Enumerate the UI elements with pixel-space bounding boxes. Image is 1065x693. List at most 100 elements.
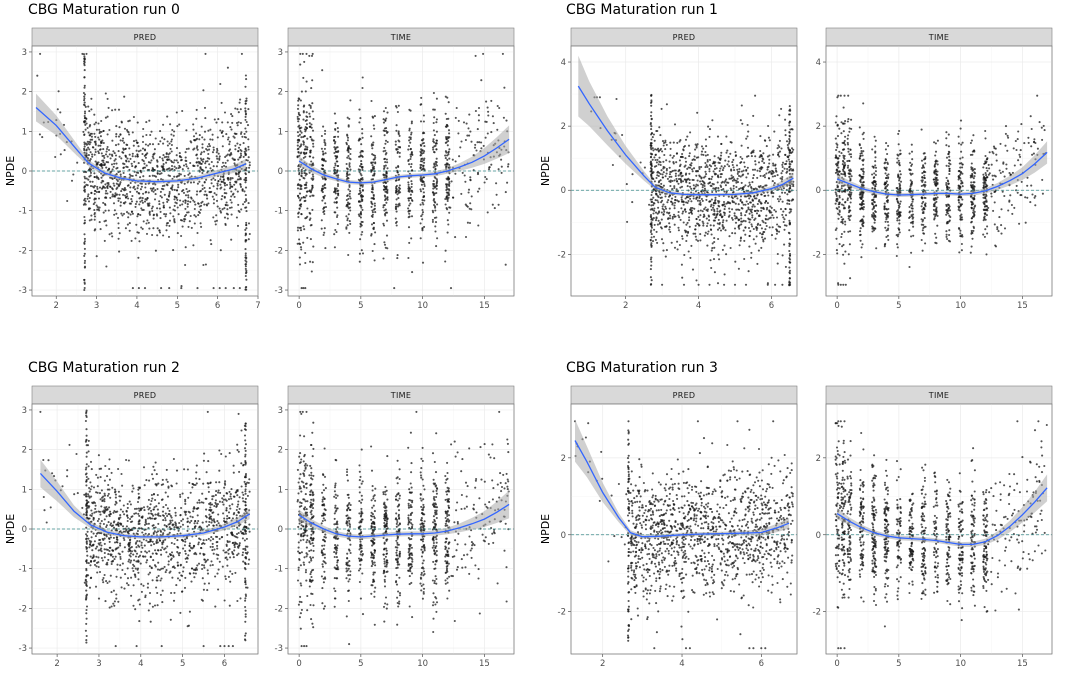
scatter-point	[660, 238, 664, 241]
scatter-point	[111, 195, 114, 198]
scatter-point	[670, 197, 674, 200]
scatter-point	[247, 222, 251, 225]
scatter-point	[847, 118, 850, 121]
scatter-point	[970, 217, 973, 220]
scatter-point	[148, 210, 151, 213]
scatter-point	[116, 193, 119, 196]
scatter-point	[407, 181, 410, 184]
scatter-point	[844, 250, 847, 253]
scatter-point	[485, 178, 488, 181]
scatter-point	[650, 125, 653, 128]
scatter-point	[753, 209, 756, 212]
scatter-point	[83, 69, 86, 72]
scatter-point	[397, 145, 400, 149]
scatter-point	[132, 115, 135, 119]
scatter-point	[421, 180, 424, 184]
scatter-point	[298, 145, 301, 148]
scatter-point	[858, 203, 862, 206]
scatter-point	[302, 225, 305, 228]
scatter-point	[407, 187, 410, 190]
scatter-point	[177, 186, 180, 189]
scatter-point	[195, 193, 198, 196]
scatter-point	[682, 203, 685, 206]
scatter-point	[598, 96, 601, 99]
y-tick-label: 3	[22, 48, 27, 58]
scatter-point	[464, 180, 467, 183]
scatter-point	[107, 209, 110, 212]
scatter-point	[660, 196, 663, 199]
scatter-point	[840, 184, 843, 188]
scatter-point	[650, 279, 653, 282]
scatter-point	[303, 228, 306, 231]
scatter-point	[137, 192, 140, 195]
scatter-point	[336, 206, 339, 209]
scatter-point	[321, 187, 324, 190]
scatter-point	[752, 227, 755, 231]
scatter-point	[760, 206, 763, 209]
scatter-point	[773, 130, 776, 133]
scatter-point	[89, 138, 92, 141]
scatter-point	[734, 232, 737, 235]
scatter-point	[383, 204, 386, 207]
scatter-point	[874, 215, 877, 218]
scatter-point	[312, 142, 315, 145]
scatter-point	[713, 237, 716, 240]
scatter-point	[449, 206, 452, 209]
scatter-point	[861, 243, 864, 246]
scatter-point	[230, 153, 233, 156]
scatter-point	[767, 194, 770, 197]
scatter-point	[223, 164, 226, 167]
scatter-point	[445, 123, 448, 126]
scatter-point	[306, 207, 309, 210]
scatter-point	[88, 110, 91, 113]
scatter-point	[296, 131, 299, 134]
scatter-point	[170, 164, 174, 168]
scatter-point	[700, 176, 703, 179]
scatter-point	[239, 143, 242, 146]
scatter-point	[409, 197, 412, 200]
scatter-point	[446, 199, 449, 203]
scatter-point	[762, 221, 765, 224]
scatter-point	[652, 204, 655, 207]
scatter-point	[668, 226, 671, 229]
scatter-point	[704, 189, 707, 192]
scatter-point	[850, 155, 853, 158]
scatter-point	[777, 153, 780, 156]
scatter-point	[154, 193, 157, 196]
scatter-point	[759, 174, 762, 177]
scatter-point	[476, 128, 479, 131]
x-tick-label: 5	[358, 301, 363, 311]
scatter-point	[113, 159, 116, 162]
scatter-point	[305, 111, 308, 114]
scatter-point	[148, 119, 151, 122]
scatter-point	[299, 99, 302, 102]
scatter-point	[167, 235, 171, 238]
scatter-point	[744, 184, 747, 187]
scatter-point	[124, 227, 127, 230]
scatter-point	[90, 97, 93, 100]
scatter-point	[216, 136, 219, 139]
scatter-point	[721, 204, 724, 207]
scatter-point	[664, 139, 667, 142]
scatter-point	[753, 168, 757, 171]
scatter-point	[358, 200, 361, 203]
scatter-point	[383, 134, 386, 137]
scatter-point	[732, 184, 735, 187]
scatter-point	[688, 152, 691, 155]
scatter-point	[710, 266, 713, 270]
scatter-point	[102, 201, 105, 204]
scatter-point	[708, 135, 711, 138]
scatter-point	[723, 283, 726, 286]
scatter-point	[788, 105, 791, 108]
scatter-point	[785, 224, 788, 227]
scatter-point	[710, 249, 713, 252]
scatter-point	[444, 154, 447, 157]
scatter-point	[435, 118, 438, 121]
scatter-point	[117, 135, 121, 138]
scatter-point	[650, 170, 653, 173]
scatter-point	[776, 262, 779, 265]
scatter-point	[166, 115, 169, 118]
confidence-band	[299, 125, 510, 185]
scatter-point	[711, 190, 714, 194]
scatter-point	[752, 238, 755, 241]
